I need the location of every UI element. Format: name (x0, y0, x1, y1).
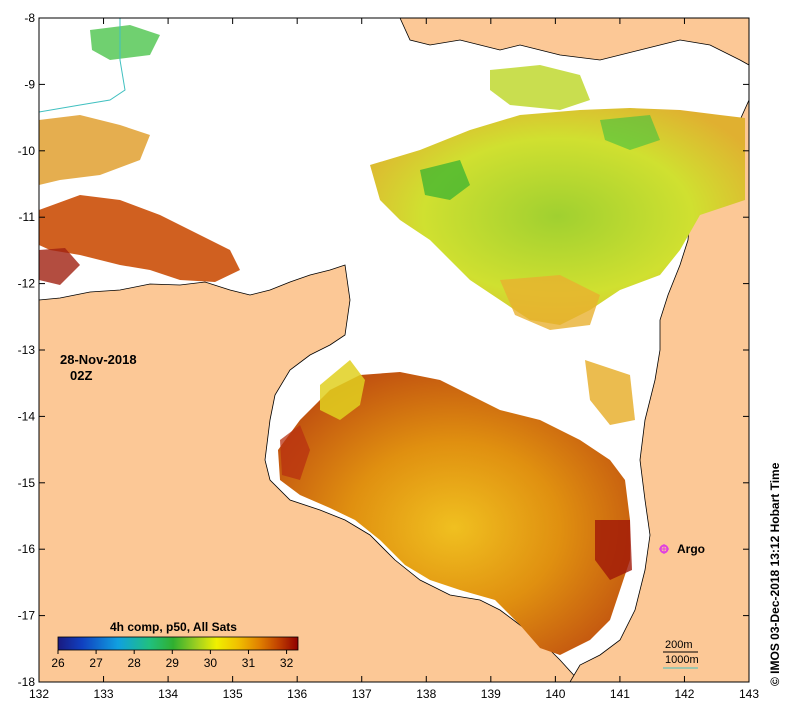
lat-tick-label: -9 (24, 77, 35, 91)
sst-arafura-cool (370, 108, 745, 325)
scale-label-200m: 200m (665, 639, 693, 651)
sst-gulf-warm (278, 372, 630, 655)
sst-arafura-green-2 (600, 115, 660, 150)
credit-label: © IMOS 03-Dec-2018 13:12 Hobart Time (768, 462, 782, 686)
longitude-axis: 132 133 134 135 136 137 138 139 140 141 142 143 (29, 18, 759, 701)
lat-tick-label: -11 (19, 210, 36, 224)
colorbar-tick-label: 27 (89, 656, 103, 670)
colorbar-tick-label: 29 (166, 656, 180, 670)
lon-tick-label: 136 (287, 687, 307, 701)
sst-northwest-hot (39, 248, 80, 285)
lon-tick-label: 143 (739, 687, 759, 701)
lon-tick-label: 134 (158, 687, 178, 701)
latitude-axis: -8 -9 -10 -11 -12 -13 -14 -15 -16 -17 -18 (18, 11, 749, 689)
sst-gulf-cool-inlet (320, 360, 365, 420)
lat-tick-label: -13 (18, 343, 36, 357)
sst-northwest-warm (39, 195, 240, 282)
sst-top-green (90, 25, 160, 60)
sst-northwest (39, 115, 150, 185)
lon-tick-label: 140 (545, 687, 565, 701)
sst-gulf-hot-east (595, 520, 632, 580)
colorbar-tick-label: 28 (128, 656, 142, 670)
sst-arafura-green (420, 160, 470, 200)
land-new-guinea (399, 18, 749, 66)
lon-tick-label: 132 (29, 687, 49, 701)
colorbar-tick-label: 32 (280, 656, 294, 670)
lat-tick-label: -14 (18, 409, 36, 423)
colorbar-ticks: 26 27 28 29 30 31 32 (51, 650, 294, 670)
lat-tick-label: -10 (18, 144, 36, 158)
isobath-line (39, 18, 126, 113)
lon-tick-label: 141 (610, 687, 630, 701)
colorbar-tick-label: 30 (204, 656, 218, 670)
argo-label: Argo (677, 542, 705, 556)
date-label: 28-Nov-2018 (60, 352, 137, 367)
colorbar (57, 636, 299, 651)
time-label: 02Z (70, 368, 93, 383)
argo-marker-icon (659, 544, 669, 554)
sst-arafura-north (490, 65, 590, 110)
colorbar-tick-label: 26 (51, 656, 65, 670)
lon-tick-label: 142 (674, 687, 694, 701)
lat-tick-label: -17 (18, 609, 36, 623)
colorbar-tick-label: 31 (242, 656, 256, 670)
lat-tick-label: -16 (18, 542, 36, 556)
lon-tick-label: 135 (223, 687, 243, 701)
lat-tick-label: -18 (18, 675, 36, 689)
land-northern-territory (39, 264, 581, 682)
scale-label-1000m: 1000m (665, 654, 699, 666)
sst-gulf-hot-west (280, 425, 310, 480)
lon-tick-label: 137 (352, 687, 372, 701)
lat-tick-label: -12 (18, 277, 36, 291)
lat-tick-label: -15 (18, 476, 36, 490)
sst-right-patch (585, 360, 635, 425)
lon-tick-label: 133 (94, 687, 114, 701)
sst-arafura-south (500, 275, 600, 330)
lon-tick-label: 138 (416, 687, 436, 701)
lon-tick-label: 139 (481, 687, 501, 701)
lat-tick-label: -8 (24, 11, 35, 25)
legend-title: 4h comp, p50, All Sats (110, 620, 237, 634)
